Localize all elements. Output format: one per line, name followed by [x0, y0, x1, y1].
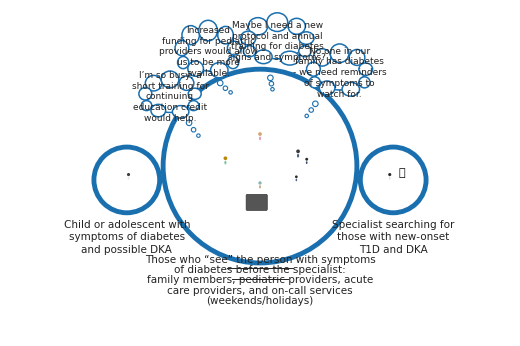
Ellipse shape	[330, 44, 349, 63]
Ellipse shape	[127, 177, 129, 180]
Text: Maybe I need a new
protocol and annual
training for diabetes
signs and symptoms?: Maybe I need a new protocol and annual t…	[228, 21, 326, 62]
Text: of diabetes before the specialist:: of diabetes before the specialist:	[174, 265, 346, 275]
Ellipse shape	[248, 18, 268, 35]
Ellipse shape	[349, 49, 365, 65]
Ellipse shape	[359, 77, 370, 88]
Ellipse shape	[139, 88, 152, 100]
Ellipse shape	[182, 26, 199, 45]
Circle shape	[305, 114, 308, 118]
Ellipse shape	[211, 63, 228, 78]
Text: Child or adolescent with
symptoms of diabetes
and possible DKA: Child or adolescent with symptoms of dia…	[63, 220, 190, 255]
Ellipse shape	[199, 20, 217, 41]
Ellipse shape	[250, 24, 304, 59]
Ellipse shape	[181, 31, 235, 73]
Circle shape	[197, 134, 200, 137]
Ellipse shape	[299, 32, 314, 44]
Ellipse shape	[389, 177, 391, 180]
Ellipse shape	[147, 81, 193, 112]
Ellipse shape	[299, 46, 311, 57]
Ellipse shape	[248, 22, 307, 61]
Circle shape	[224, 156, 227, 160]
Ellipse shape	[151, 104, 166, 117]
Ellipse shape	[218, 26, 233, 44]
Ellipse shape	[315, 55, 364, 90]
Circle shape	[388, 173, 392, 176]
Ellipse shape	[313, 54, 366, 92]
Ellipse shape	[359, 63, 373, 75]
Text: family members, pediatric providers, acute: family members, pediatric providers, acu…	[147, 275, 373, 285]
Ellipse shape	[145, 80, 195, 114]
Ellipse shape	[259, 137, 261, 140]
Ellipse shape	[145, 75, 162, 91]
Circle shape	[295, 175, 297, 178]
Ellipse shape	[188, 88, 201, 99]
Text: Increased
funding for pediatric
providers would allow
us to be more
available.: Increased funding for pediatric provider…	[159, 26, 257, 78]
Circle shape	[268, 75, 273, 81]
Ellipse shape	[288, 18, 305, 34]
Ellipse shape	[280, 51, 300, 65]
Ellipse shape	[295, 179, 297, 181]
Circle shape	[271, 88, 274, 91]
Ellipse shape	[184, 33, 232, 71]
Text: Those who “see” the person with symptoms: Those who “see” the person with symptoms	[145, 255, 375, 265]
Ellipse shape	[267, 13, 288, 31]
Circle shape	[229, 91, 232, 94]
Text: I’m so busy, a
short training for
continuing
education credit
would help.: I’m so busy, a short training for contin…	[132, 71, 209, 123]
Ellipse shape	[224, 161, 227, 164]
Text: Specialist searching for
those with new-onset
T1D and DKA: Specialist searching for those with new-…	[332, 220, 454, 255]
FancyBboxPatch shape	[246, 194, 267, 210]
Text: 🔭: 🔭	[398, 168, 405, 178]
Circle shape	[191, 128, 196, 132]
Circle shape	[258, 181, 262, 185]
Circle shape	[296, 149, 300, 153]
Ellipse shape	[179, 76, 194, 90]
Ellipse shape	[227, 41, 241, 55]
Ellipse shape	[227, 56, 239, 69]
Ellipse shape	[307, 62, 320, 76]
Circle shape	[223, 86, 228, 91]
Text: care providers, and on-call services: care providers, and on-call services	[167, 286, 353, 296]
Circle shape	[258, 132, 262, 136]
Ellipse shape	[306, 161, 307, 164]
Circle shape	[309, 108, 314, 112]
Ellipse shape	[188, 101, 199, 111]
Circle shape	[269, 81, 274, 86]
Ellipse shape	[243, 46, 256, 57]
Circle shape	[127, 173, 130, 176]
Ellipse shape	[297, 154, 299, 157]
Ellipse shape	[141, 101, 152, 111]
Text: (weekends/holidays): (weekends/holidays)	[206, 296, 314, 306]
Circle shape	[217, 80, 223, 86]
Ellipse shape	[173, 106, 189, 118]
Ellipse shape	[241, 31, 256, 45]
Ellipse shape	[319, 81, 335, 95]
Ellipse shape	[342, 82, 359, 96]
Ellipse shape	[255, 50, 272, 64]
Ellipse shape	[178, 56, 189, 69]
Ellipse shape	[175, 40, 189, 56]
Ellipse shape	[188, 61, 203, 76]
Circle shape	[305, 158, 308, 161]
Ellipse shape	[309, 77, 320, 88]
Text: No one in our
family has diabetes
- we need reminders
of symptoms to
watch for.: No one in our family has diabetes - we n…	[293, 47, 386, 99]
Ellipse shape	[259, 185, 261, 189]
Circle shape	[186, 120, 192, 126]
Ellipse shape	[161, 71, 179, 88]
Ellipse shape	[314, 49, 331, 66]
Circle shape	[313, 101, 318, 107]
